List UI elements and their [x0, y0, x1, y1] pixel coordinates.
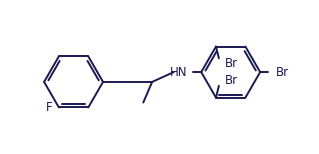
- Text: Br: Br: [225, 57, 238, 70]
- Text: HN: HN: [170, 66, 188, 79]
- Text: F: F: [46, 101, 52, 114]
- Text: Br: Br: [225, 74, 238, 87]
- Text: Br: Br: [276, 66, 289, 79]
